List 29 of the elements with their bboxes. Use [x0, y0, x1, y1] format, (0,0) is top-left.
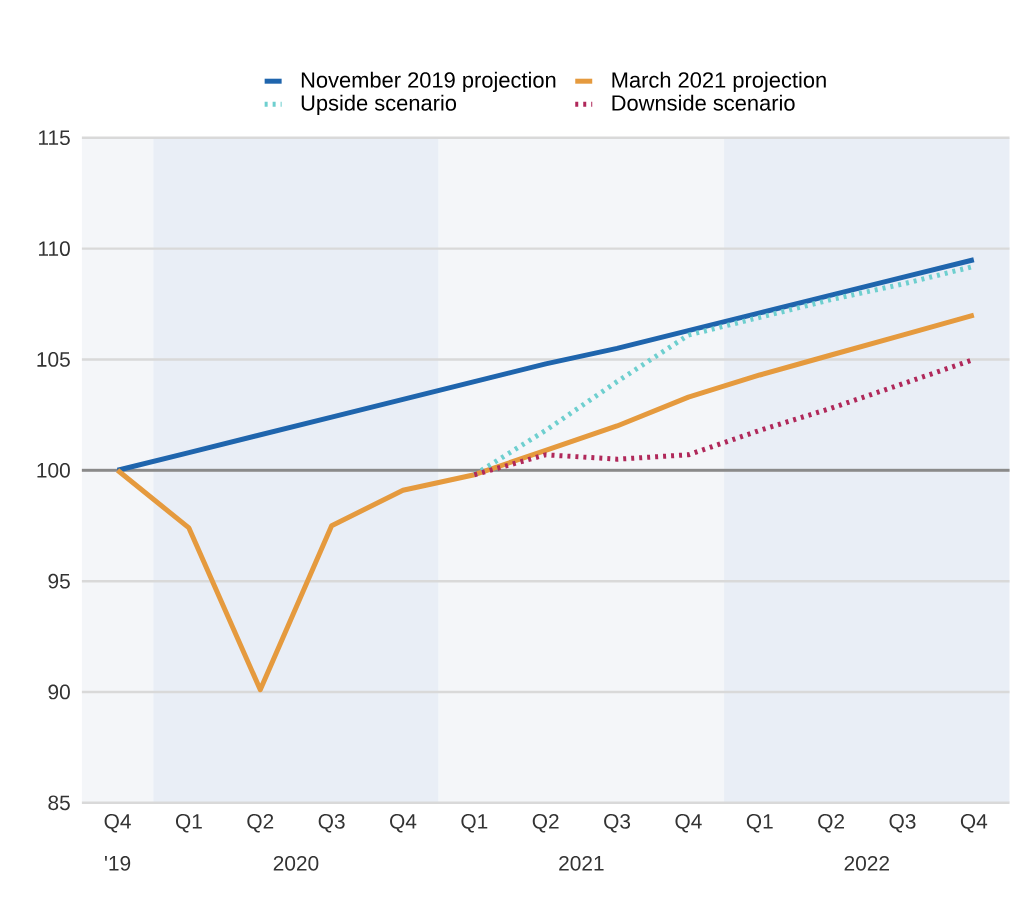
- y-tick-label: 100: [37, 463, 70, 478]
- legend-label: Upside scenario: [301, 94, 457, 116]
- line-series: [115, 312, 977, 693]
- x-tick-label: Q2: [247, 814, 274, 833]
- y-tick-label: 105: [37, 352, 70, 368]
- x-tick-label: Q3: [318, 814, 345, 833]
- legend-label: March 2021 projection: [612, 71, 826, 93]
- x-tick-label: Q2: [532, 814, 559, 833]
- text: '19: [105, 856, 131, 871]
- legend-label: November 2019 projection: [301, 71, 556, 93]
- x-tick-label: Q4: [104, 814, 131, 833]
- y-tick-label: 85: [48, 795, 70, 811]
- x-tick-label: Q3: [889, 814, 916, 833]
- text: 2022: [844, 856, 889, 871]
- x-tick-label: Q4: [675, 814, 702, 833]
- x-tick-label: Q1: [175, 814, 202, 833]
- text: 2021: [559, 856, 604, 871]
- x-tick-label: Q1: [461, 814, 488, 833]
- x-tick-label: Q2: [818, 814, 844, 833]
- y-tick-label: 115: [39, 130, 70, 146]
- legend-label: Downside scenario: [612, 94, 795, 111]
- text: 2020: [273, 856, 319, 871]
- x-tick-label: Q3: [604, 814, 631, 833]
- y-tick-label: 95: [48, 573, 70, 589]
- x-tick-label: Q4: [960, 814, 988, 833]
- y-tick-label: 90: [48, 684, 70, 700]
- x-tick-label: Q1: [746, 814, 773, 833]
- x-tick-label: Q4: [390, 814, 417, 833]
- y-tick-label: 110: [39, 241, 70, 257]
